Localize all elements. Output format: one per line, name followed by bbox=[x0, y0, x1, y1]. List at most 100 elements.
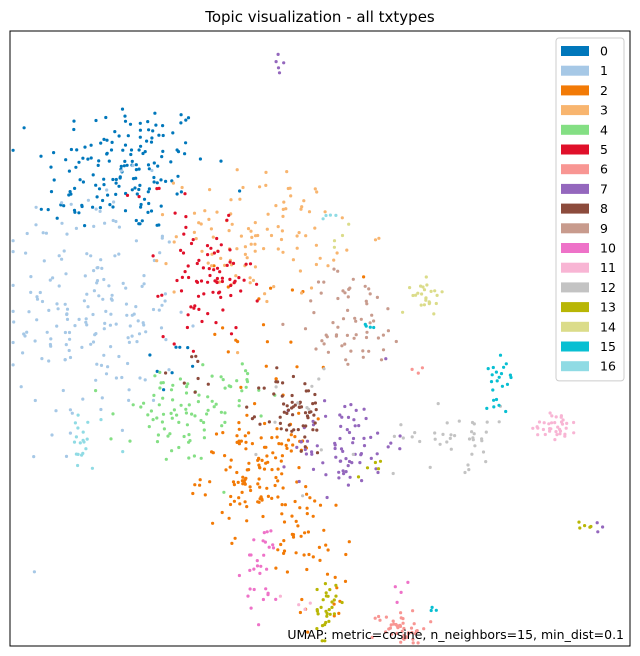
data-point bbox=[497, 420, 501, 424]
data-point bbox=[110, 293, 114, 297]
data-point bbox=[362, 444, 367, 448]
data-point bbox=[12, 320, 16, 324]
data-point bbox=[170, 371, 174, 375]
legend-swatch-15 bbox=[561, 341, 589, 352]
data-point bbox=[220, 279, 224, 284]
data-point bbox=[328, 612, 332, 616]
data-point bbox=[270, 496, 274, 500]
data-point bbox=[387, 627, 391, 631]
data-point bbox=[227, 213, 231, 217]
data-point bbox=[80, 345, 84, 349]
data-point bbox=[164, 338, 168, 342]
legend-swatch-14 bbox=[561, 321, 589, 332]
data-point bbox=[265, 340, 269, 344]
data-point bbox=[247, 431, 251, 435]
data-point bbox=[186, 264, 190, 268]
data-point bbox=[313, 187, 317, 191]
data-point bbox=[346, 295, 350, 299]
data-point bbox=[27, 310, 31, 314]
data-point bbox=[40, 357, 44, 361]
data-point bbox=[280, 454, 284, 458]
data-point bbox=[367, 287, 371, 291]
data-point bbox=[492, 405, 496, 409]
data-point bbox=[60, 221, 64, 225]
data-point bbox=[68, 190, 72, 194]
data-point bbox=[94, 118, 98, 123]
data-point bbox=[398, 434, 402, 438]
data-point bbox=[32, 570, 37, 574]
data-point bbox=[106, 193, 110, 197]
data-point bbox=[379, 358, 384, 362]
data-point bbox=[429, 608, 433, 613]
data-point bbox=[78, 441, 82, 445]
data-point bbox=[352, 418, 356, 422]
data-point bbox=[176, 150, 181, 154]
data-point bbox=[145, 139, 149, 143]
data-point bbox=[183, 152, 187, 156]
data-point bbox=[125, 193, 130, 197]
data-point bbox=[285, 170, 289, 174]
data-point bbox=[276, 467, 280, 471]
data-point bbox=[60, 201, 64, 205]
data-point bbox=[109, 345, 113, 349]
data-point bbox=[303, 447, 307, 452]
data-point bbox=[121, 148, 125, 152]
data-point bbox=[184, 215, 188, 219]
data-point bbox=[504, 409, 508, 414]
data-point bbox=[151, 254, 155, 258]
data-point bbox=[365, 466, 370, 470]
data-point bbox=[171, 131, 175, 135]
data-point bbox=[121, 450, 125, 454]
data-point bbox=[279, 542, 283, 547]
data-point bbox=[319, 448, 323, 452]
data-point bbox=[179, 190, 183, 194]
data-point bbox=[213, 279, 217, 283]
data-point bbox=[142, 282, 146, 286]
data-point bbox=[83, 224, 87, 228]
data-point bbox=[422, 627, 426, 631]
data-point bbox=[428, 301, 432, 305]
data-point bbox=[548, 411, 552, 415]
data-point bbox=[32, 455, 36, 459]
data-point bbox=[254, 452, 258, 457]
data-point bbox=[67, 169, 71, 173]
data-point bbox=[295, 365, 299, 369]
data-point bbox=[155, 440, 160, 444]
data-point bbox=[376, 336, 380, 340]
data-point bbox=[144, 330, 148, 334]
data-point bbox=[103, 221, 107, 225]
data-point bbox=[132, 312, 136, 316]
data-point bbox=[282, 539, 286, 543]
data-point bbox=[160, 420, 164, 424]
data-point bbox=[276, 479, 280, 483]
data-point bbox=[276, 495, 280, 499]
data-point bbox=[558, 432, 562, 436]
data-point bbox=[42, 259, 46, 263]
data-point bbox=[408, 286, 412, 290]
data-point bbox=[342, 472, 346, 476]
data-point bbox=[289, 194, 293, 198]
data-point bbox=[81, 180, 85, 184]
data-point bbox=[406, 631, 410, 635]
data-point bbox=[89, 143, 93, 147]
data-point bbox=[313, 401, 317, 405]
data-point bbox=[315, 609, 319, 613]
data-point bbox=[290, 532, 294, 537]
data-point bbox=[164, 371, 168, 375]
data-point bbox=[107, 159, 111, 163]
data-point bbox=[114, 192, 118, 196]
data-point bbox=[290, 514, 294, 518]
data-point bbox=[11, 309, 15, 313]
data-point bbox=[186, 382, 190, 386]
data-point bbox=[152, 161, 156, 165]
umap-annotation: UMAP: metric=cosine, n_neighbors=15, min… bbox=[287, 627, 624, 642]
data-point bbox=[321, 461, 325, 465]
data-point bbox=[440, 290, 444, 294]
data-point bbox=[229, 494, 233, 499]
data-point bbox=[340, 415, 344, 419]
data-point bbox=[236, 351, 240, 355]
data-point bbox=[266, 212, 270, 216]
data-point bbox=[277, 71, 282, 75]
data-point bbox=[86, 420, 90, 424]
legend-label-4: 4 bbox=[600, 122, 608, 137]
